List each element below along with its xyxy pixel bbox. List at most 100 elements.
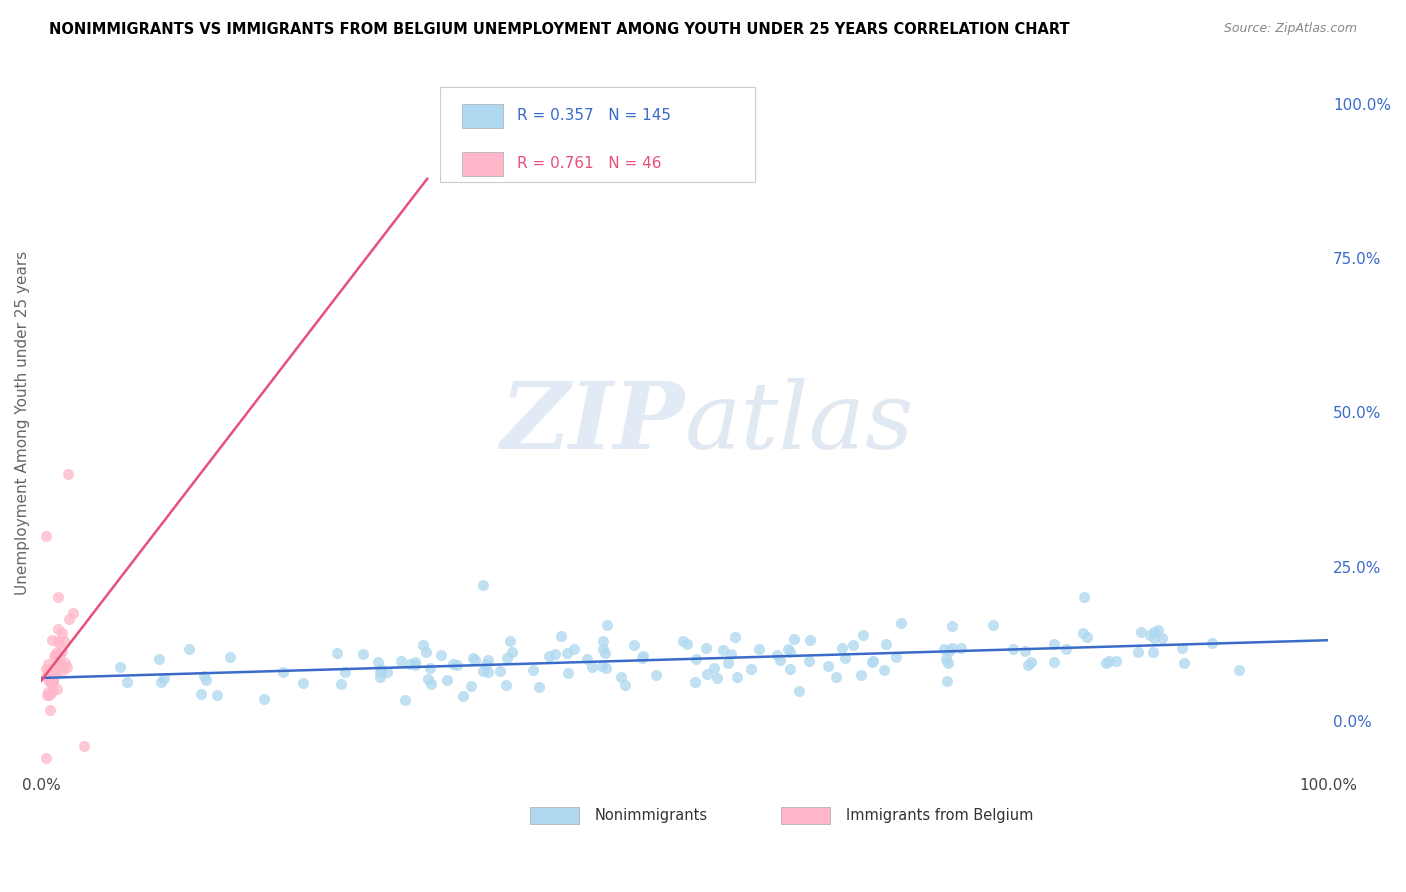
Point xyxy=(860,655,883,669)
FancyBboxPatch shape xyxy=(782,807,830,824)
Point xyxy=(399,657,422,671)
Point xyxy=(38,703,60,717)
Point xyxy=(1129,624,1152,639)
Point xyxy=(873,663,896,677)
Point xyxy=(46,634,69,648)
Point xyxy=(48,636,70,650)
Point xyxy=(799,632,821,647)
Point xyxy=(941,641,963,656)
Point xyxy=(368,665,391,679)
Point xyxy=(38,688,60,702)
Point xyxy=(1139,628,1161,642)
Point xyxy=(537,649,560,664)
Point xyxy=(496,651,519,665)
Point xyxy=(110,660,132,674)
Point xyxy=(1171,640,1194,655)
Point xyxy=(49,648,72,663)
Point xyxy=(562,641,585,656)
Point xyxy=(115,675,138,690)
Point xyxy=(787,684,810,698)
Point xyxy=(58,611,80,625)
Point xyxy=(983,617,1005,632)
Point xyxy=(1227,663,1250,677)
Point xyxy=(557,666,579,681)
Point xyxy=(34,751,56,765)
Point xyxy=(56,467,79,481)
Point xyxy=(471,578,494,592)
Point xyxy=(291,676,314,690)
Point xyxy=(1071,625,1094,640)
Point xyxy=(593,646,616,660)
Point xyxy=(389,654,412,668)
Point xyxy=(613,678,636,692)
Point xyxy=(41,662,63,676)
Point xyxy=(205,688,228,702)
Point xyxy=(776,641,799,656)
Point xyxy=(834,650,856,665)
Point xyxy=(53,634,76,648)
Point xyxy=(596,617,619,632)
Point xyxy=(271,665,294,679)
Point xyxy=(884,650,907,665)
Point xyxy=(495,677,517,691)
Point xyxy=(436,673,458,688)
Point xyxy=(499,634,522,648)
Point xyxy=(779,645,801,659)
Point xyxy=(52,663,75,677)
Text: R = 0.761   N = 46: R = 0.761 N = 46 xyxy=(517,156,662,171)
Point xyxy=(717,656,740,670)
Point xyxy=(779,661,801,675)
Point xyxy=(404,655,426,669)
Point xyxy=(477,653,499,667)
Point xyxy=(1173,656,1195,670)
Point xyxy=(148,651,170,665)
Point xyxy=(37,685,59,699)
Point xyxy=(39,675,62,690)
Point xyxy=(51,644,73,658)
Point xyxy=(477,665,499,680)
Point xyxy=(633,649,655,664)
Point xyxy=(177,642,200,657)
Point xyxy=(766,648,789,662)
Point xyxy=(451,689,474,703)
Point xyxy=(404,658,426,673)
Y-axis label: Unemployment Among Youth under 25 years: Unemployment Among Youth under 25 years xyxy=(15,251,30,595)
Point xyxy=(460,679,482,693)
Point xyxy=(672,634,695,648)
Point xyxy=(875,637,897,651)
Point xyxy=(370,662,392,676)
Point xyxy=(1076,630,1098,644)
Text: Nonimmigrants: Nonimmigrants xyxy=(595,808,707,822)
Point xyxy=(890,615,912,630)
Point xyxy=(62,606,84,620)
Point xyxy=(1104,654,1126,668)
Point xyxy=(42,648,65,663)
Point xyxy=(723,630,745,644)
Text: atlas: atlas xyxy=(685,378,914,468)
Point xyxy=(429,648,451,662)
Point xyxy=(42,668,65,682)
Point xyxy=(39,662,62,676)
Point xyxy=(842,638,865,652)
Point xyxy=(35,670,58,684)
Point xyxy=(45,647,67,661)
Point xyxy=(696,667,718,681)
Point xyxy=(419,661,441,675)
Point xyxy=(1143,624,1166,639)
Point xyxy=(825,670,848,684)
Point xyxy=(1143,631,1166,645)
Point xyxy=(46,657,69,671)
Point xyxy=(412,638,434,652)
Point xyxy=(1017,658,1039,673)
Point xyxy=(39,686,62,700)
Text: ZIP: ZIP xyxy=(501,378,685,468)
Point xyxy=(1054,642,1077,657)
FancyBboxPatch shape xyxy=(530,807,579,824)
Point xyxy=(740,662,762,676)
Point xyxy=(219,649,242,664)
Point xyxy=(472,664,495,678)
Point xyxy=(193,669,215,683)
Point xyxy=(367,655,389,669)
Point xyxy=(41,632,63,647)
Point xyxy=(1142,645,1164,659)
